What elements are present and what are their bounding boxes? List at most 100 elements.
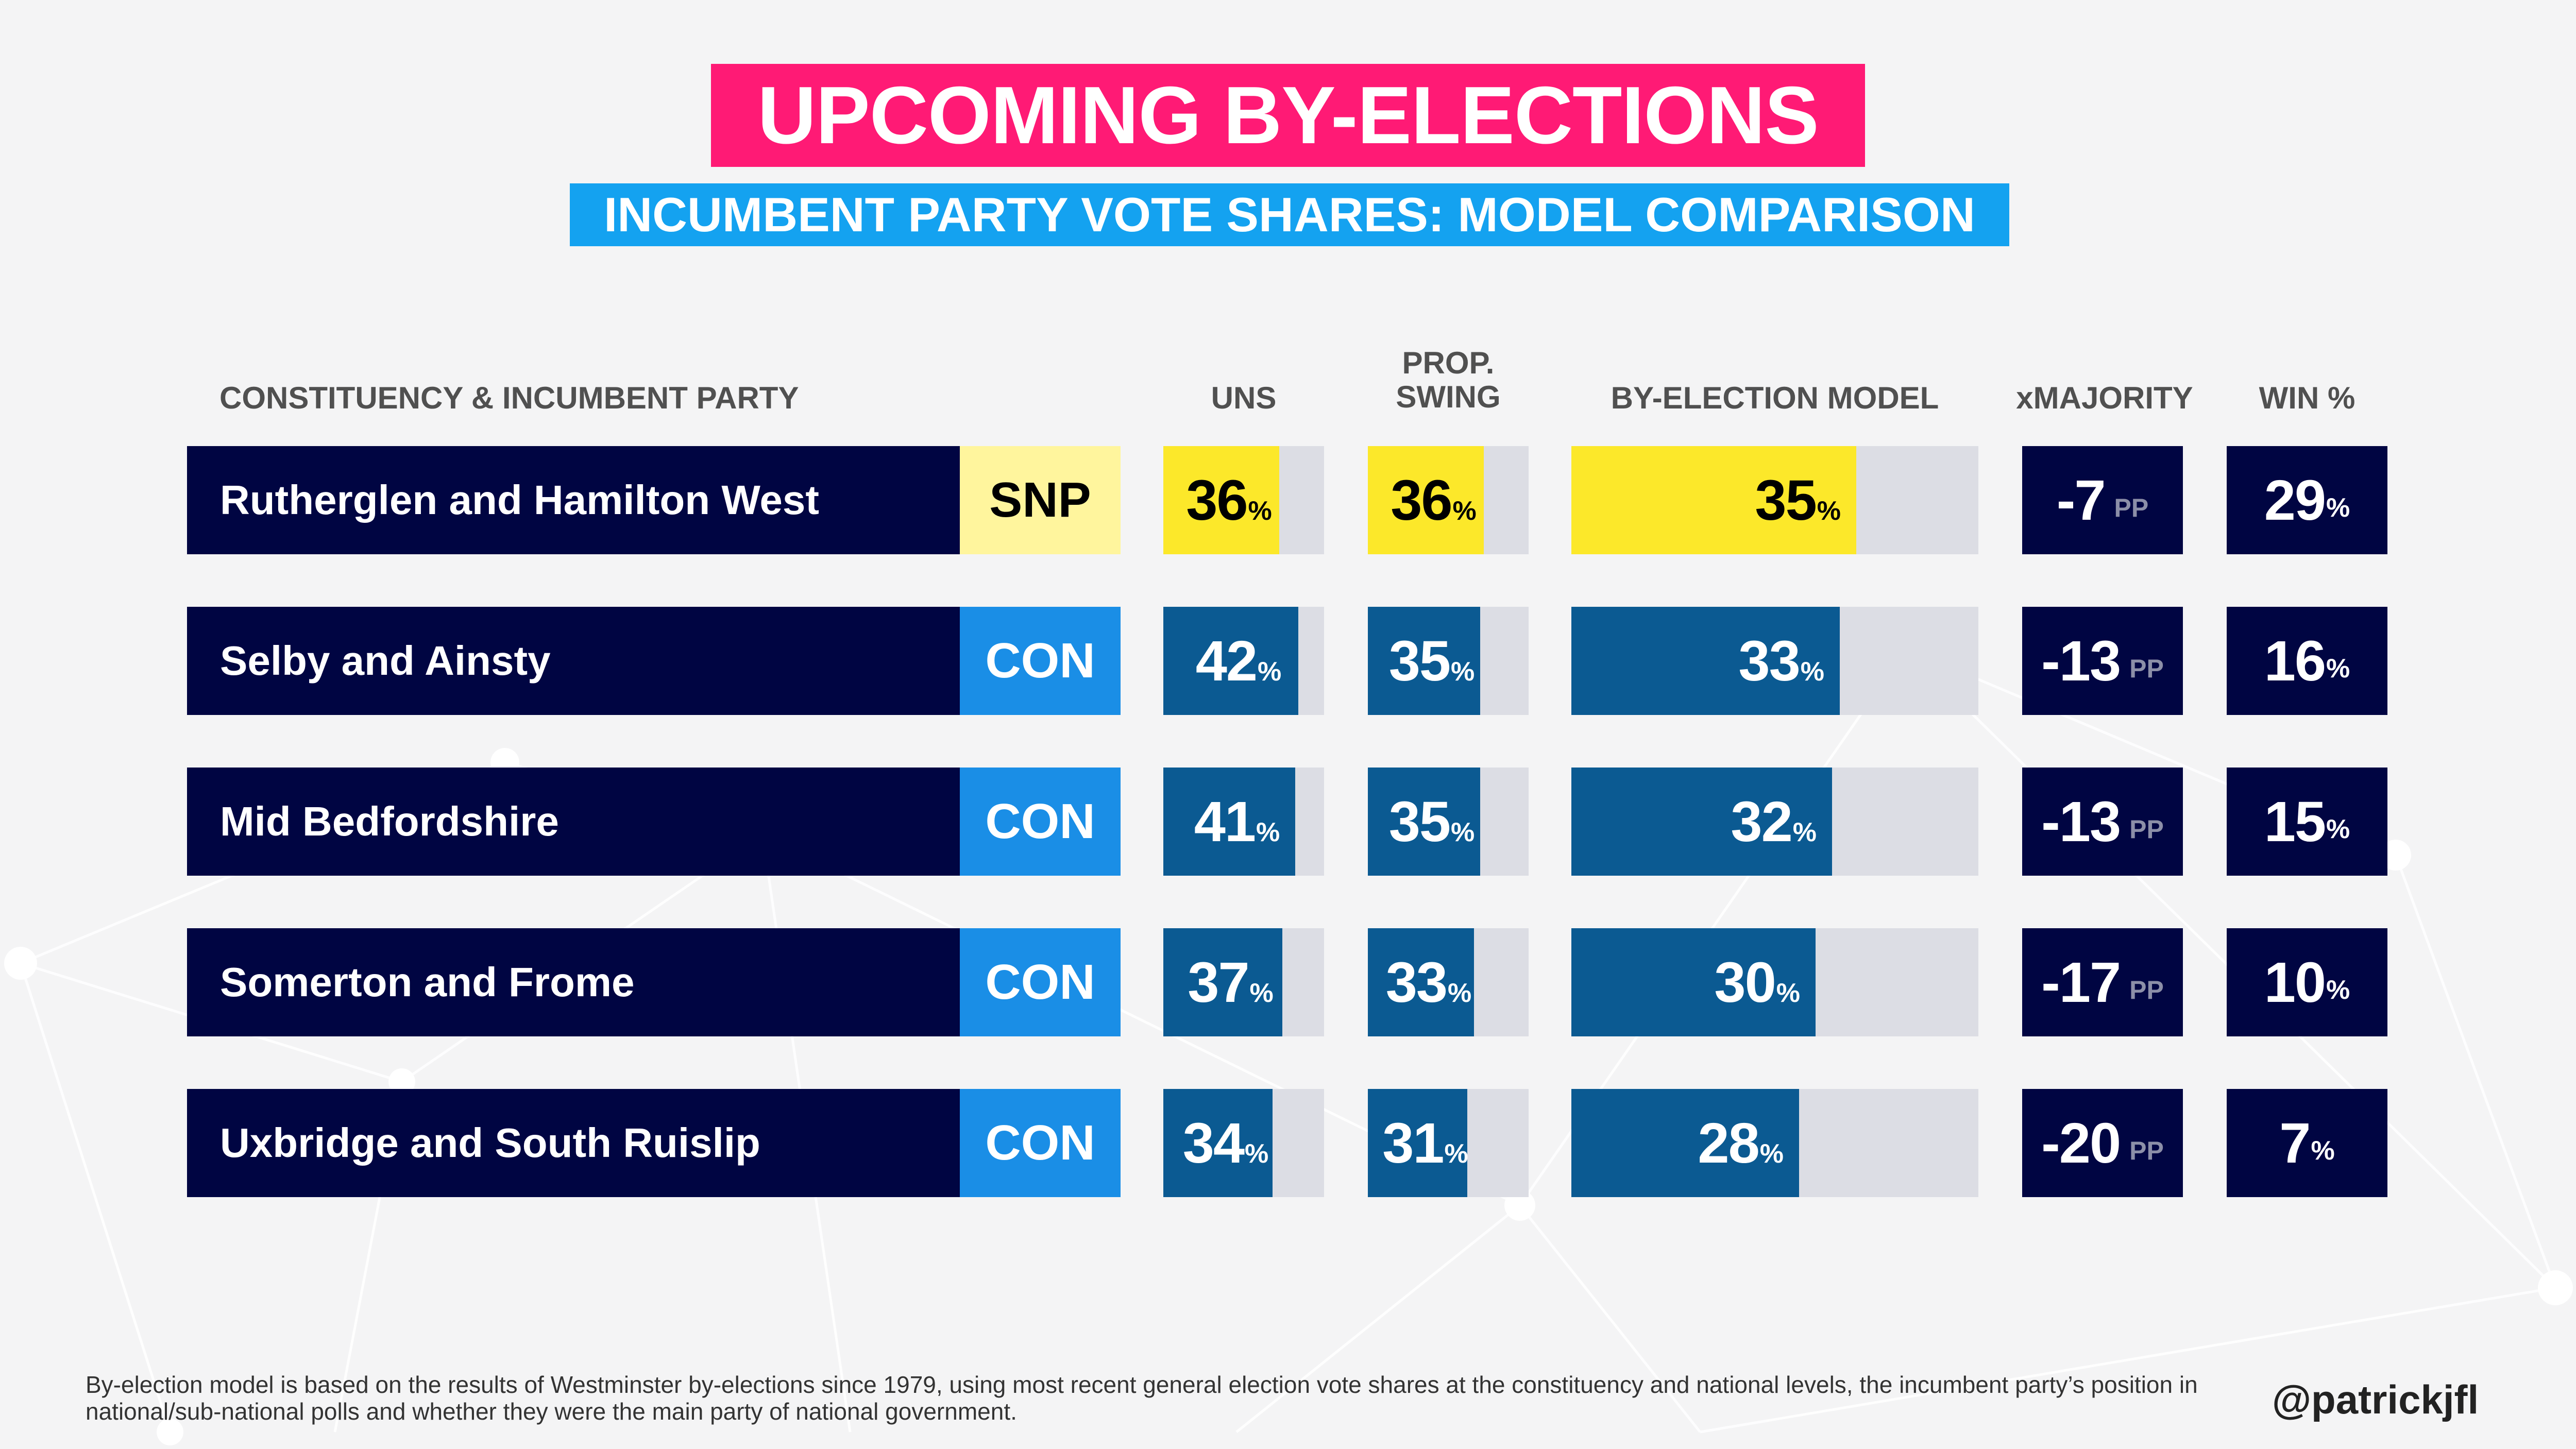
header-model: BY-ELECTION MODEL — [1611, 381, 1939, 415]
prop-swing-bar — [1368, 768, 1480, 876]
model-value: 28% — [1698, 1111, 1784, 1176]
win-cell: 16% — [2227, 607, 2387, 715]
model-value-number: 35 — [1755, 468, 1817, 532]
page-subtitle: INCUMBENT PARTY VOTE SHARES: MODEL COMPA… — [604, 187, 1975, 242]
constituency-name: Uxbridge and South Ruislip — [220, 1120, 760, 1166]
prop-swing-cell: 36% — [1368, 446, 1529, 554]
prop-swing-value-number: 31 — [1382, 1111, 1444, 1175]
table-row: Somerton and Frome CON 37% 33% 30% -17 PP 10% — [0, 928, 2576, 1036]
model-label: 32% — [1571, 768, 1817, 876]
win-unit: % — [2326, 654, 2350, 684]
model-bar — [1571, 768, 1832, 876]
uns-cell: 37% — [1163, 928, 1324, 1036]
model-label: 28% — [1571, 1089, 1784, 1197]
model-label: 33% — [1571, 607, 1824, 715]
xmajority-cell: -7 PP — [2022, 446, 2183, 554]
prop-swing-label: 35% — [1368, 768, 1496, 876]
uns-label: 37% — [1163, 928, 1298, 1036]
party-badge: CON — [960, 1089, 1121, 1197]
win-cell: 7% — [2227, 1089, 2387, 1197]
constituency-name: Rutherglen and Hamilton West — [220, 477, 820, 523]
header-prop-swing: PROP. SWING — [1368, 346, 1529, 414]
xmajority-unit: PP — [2129, 654, 2164, 683]
xmajority-value: -17 — [2041, 950, 2121, 1014]
xmajority-unit: PP — [2129, 815, 2164, 844]
uns-cell: 42% — [1163, 607, 1324, 715]
uns-value: 42% — [1196, 628, 1282, 694]
prop-swing-value-number: 33 — [1385, 950, 1448, 1014]
footnote: By-election model is based on the result… — [86, 1371, 2198, 1425]
prop-swing-value-unit: % — [1452, 496, 1477, 526]
model-value: 33% — [1738, 628, 1824, 694]
prop-swing-label: 35% — [1368, 607, 1496, 715]
title-banner: UPCOMING BY-ELECTIONS — [711, 64, 1865, 167]
model-value-number: 32 — [1731, 790, 1792, 854]
win-cell: 15% — [2227, 768, 2387, 876]
prop-swing-value-number: 35 — [1388, 790, 1451, 854]
uns-label: 42% — [1163, 607, 1314, 715]
xmajority-unit: PP — [2129, 1136, 2164, 1165]
uns-bar — [1163, 768, 1295, 876]
model-cell: 33% — [1571, 607, 1978, 715]
prop-swing-value: 35% — [1389, 628, 1475, 694]
party-badge: SNP — [960, 446, 1121, 554]
uns-value: 37% — [1188, 950, 1274, 1015]
xmajority-cell: -20 PP — [2022, 1089, 2183, 1197]
win-unit: % — [2311, 1136, 2335, 1166]
uns-value: 41% — [1194, 789, 1280, 855]
prop-swing-value: 31% — [1382, 1111, 1468, 1176]
model-value: 32% — [1731, 789, 1817, 855]
header-uns: UNS — [1211, 381, 1277, 415]
xmajority-value: -7 — [2056, 468, 2106, 532]
prop-swing-value: 35% — [1389, 789, 1475, 855]
prop-swing-bar — [1368, 446, 1484, 554]
model-value-unit: % — [1759, 1138, 1784, 1169]
prop-swing-value-unit: % — [1451, 656, 1475, 687]
header-xmajority: xMAJORITY — [2016, 381, 2193, 415]
prop-swing-label: 36% — [1368, 446, 1499, 554]
model-bar — [1571, 928, 1816, 1036]
uns-cell: 34% — [1163, 1089, 1324, 1197]
model-value-unit: % — [1800, 656, 1824, 687]
uns-label: 41% — [1163, 768, 1311, 876]
xmajority-unit: PP — [2129, 976, 2164, 1004]
prop-swing-value-unit: % — [1444, 1138, 1468, 1169]
prop-swing-value-unit: % — [1448, 978, 1472, 1008]
win-cell: 10% — [2227, 928, 2387, 1036]
win-value: 7 — [2279, 1111, 2311, 1175]
model-cell: 28% — [1571, 1089, 1978, 1197]
model-bar — [1571, 446, 1856, 554]
uns-value-unit: % — [1258, 656, 1282, 687]
constituency-name-bar: Somerton and Frome — [187, 928, 960, 1036]
prop-swing-bar — [1368, 928, 1474, 1036]
uns-value-number: 36 — [1186, 468, 1248, 532]
uns-bar — [1163, 1089, 1273, 1197]
author-handle: @patrickjfl — [2272, 1377, 2479, 1422]
model-label: 35% — [1571, 446, 1841, 554]
win-unit: % — [2326, 493, 2350, 523]
prop-swing-value: 36% — [1391, 468, 1477, 533]
uns-value-unit: % — [1256, 817, 1280, 847]
subtitle-banner: INCUMBENT PARTY VOTE SHARES: MODEL COMPA… — [570, 183, 2009, 246]
prop-swing-label: 33% — [1368, 928, 1489, 1036]
model-value-unit: % — [1817, 496, 1841, 526]
constituency-name: Selby and Ainsty — [220, 638, 551, 684]
xmajority-value: -20 — [2041, 1111, 2121, 1175]
uns-bar — [1163, 607, 1298, 715]
uns-bar — [1163, 446, 1279, 554]
prop-swing-value-unit: % — [1451, 817, 1475, 847]
model-bar — [1571, 607, 1840, 715]
constituency-name-bar: Uxbridge and South Ruislip — [187, 1089, 960, 1197]
win-cell: 29% — [2227, 446, 2387, 554]
header-win: WIN % — [2259, 381, 2355, 415]
model-label: 30% — [1571, 928, 1800, 1036]
uns-cell: 41% — [1163, 768, 1324, 876]
uns-value-number: 41 — [1194, 790, 1256, 854]
win-value: 16 — [2264, 629, 2326, 693]
uns-value-number: 37 — [1188, 950, 1249, 1014]
party-badge: CON — [960, 768, 1121, 876]
xmajority-unit: PP — [2114, 493, 2149, 522]
uns-value-unit: % — [1249, 978, 1274, 1008]
model-value-number: 28 — [1698, 1111, 1759, 1175]
xmajority-cell: -13 PP — [2022, 607, 2183, 715]
